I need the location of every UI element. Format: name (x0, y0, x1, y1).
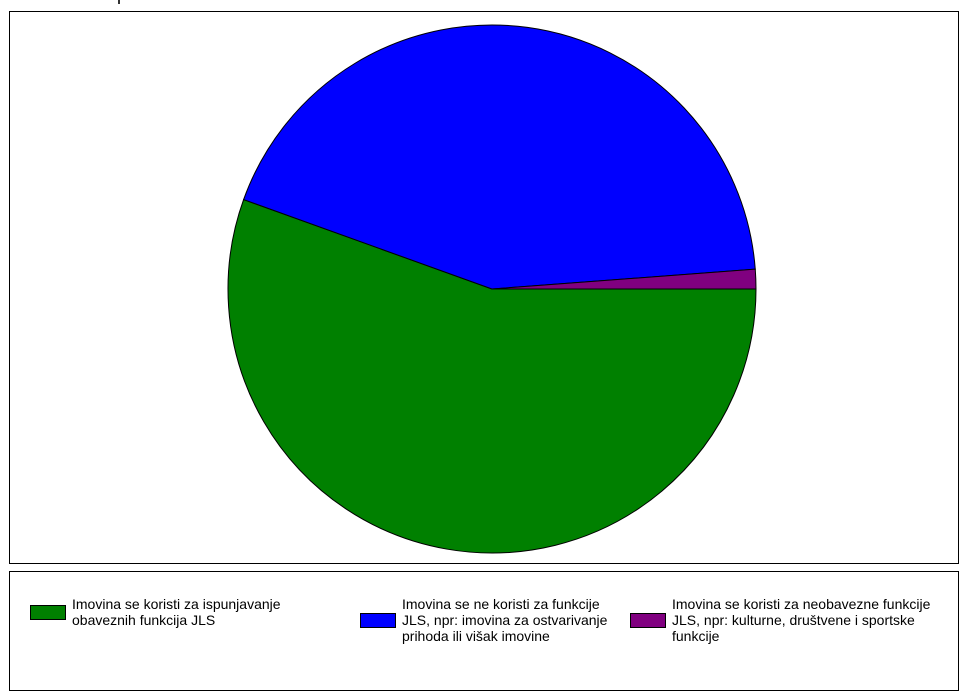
chart-area (9, 11, 959, 564)
legend-swatch-purple (630, 612, 666, 628)
pie-chart (227, 24, 757, 554)
pie-slice-ne-koristi (242, 24, 756, 290)
legend-item-obavezne: Imovina se koristi za ispunjavanje obave… (30, 596, 350, 628)
legend-swatch-green (30, 604, 66, 620)
legend-swatch-blue (360, 612, 396, 628)
pie-slice-neobavezne (491, 268, 757, 290)
legend-item-neobavezne: Imovina se koristi za neobavezne funkcij… (630, 596, 960, 644)
legend-label: Imovina se ne koristi za funkcije JLS, n… (402, 596, 608, 644)
pie-slice-obavezne (227, 198, 757, 554)
legend-item-ne-koristi: Imovina se ne koristi za funkcije JLS, n… (360, 596, 635, 644)
legend-label: Imovina se koristi za ispunjavanje obave… (72, 596, 281, 628)
legend-label: Imovina se koristi za neobavezne funkcij… (672, 596, 931, 644)
top-edge-mark (118, 0, 120, 4)
legend: Imovina se koristi za ispunjavanje obave… (9, 571, 959, 691)
